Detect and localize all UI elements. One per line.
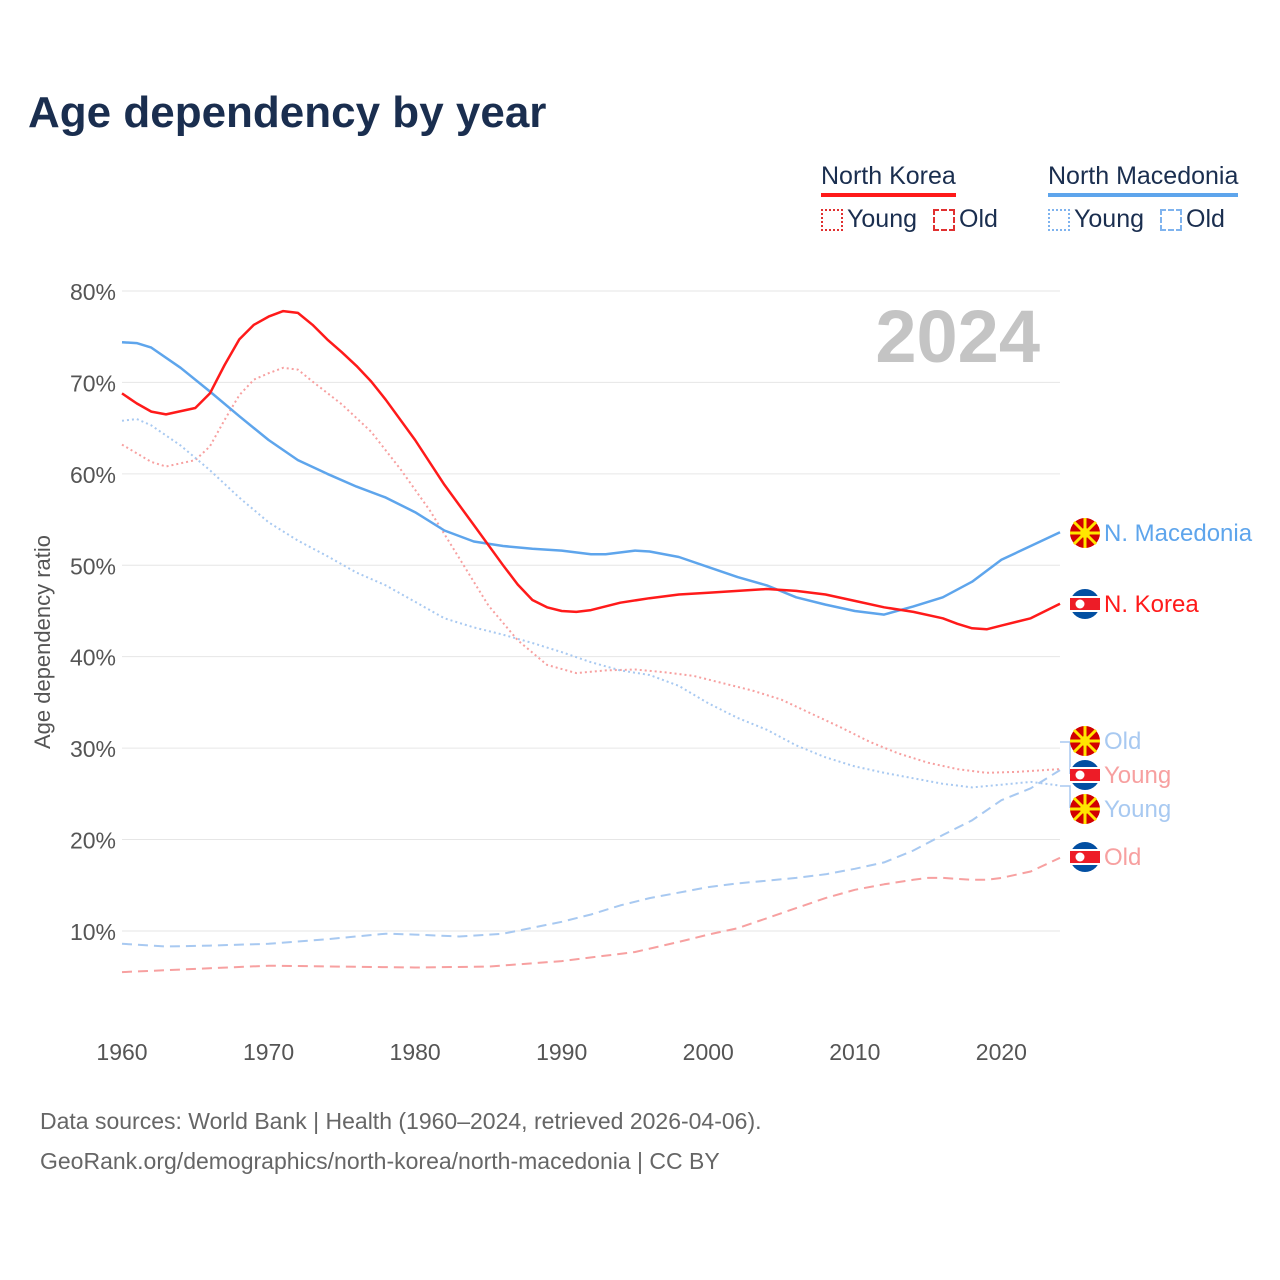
series-line-nm-young xyxy=(121,418,1061,789)
end-label-nm-young: Young xyxy=(1104,796,1171,823)
flag-north-macedonia-icon xyxy=(1070,518,1100,548)
source-url: GeoRank.org/demographics/north-korea/nor… xyxy=(40,1148,720,1174)
y-tick-label: 20% xyxy=(70,828,116,854)
y-tick-label: 30% xyxy=(70,736,116,762)
x-tick-label: 2000 xyxy=(683,1039,734,1065)
y-tick-label: 40% xyxy=(70,645,116,671)
y-tick-label: 10% xyxy=(70,919,116,945)
dotted-swatch-icon xyxy=(1048,208,1070,231)
flag-north-korea-icon xyxy=(1070,589,1100,619)
label-connector xyxy=(1060,741,1071,774)
flag-north-korea-icon xyxy=(1070,760,1100,790)
series-line-nm-old xyxy=(121,769,1061,948)
x-tick-label: 1990 xyxy=(536,1039,587,1065)
end-label-nm-total: N. Macedonia xyxy=(1104,520,1253,547)
legend-north-macedonia: North Macedonia Young Old xyxy=(1048,162,1239,234)
x-tick-label: 1980 xyxy=(390,1039,441,1065)
year-badge: 2024 xyxy=(875,295,1040,378)
y-axis-label: Age dependency ratio xyxy=(30,535,55,749)
source-line: Data sources: World Bank | Health (1960–… xyxy=(40,1108,762,1134)
flag-north-macedonia-icon xyxy=(1070,794,1100,824)
y-tick-label: 60% xyxy=(70,462,116,488)
flag-north-korea-icon xyxy=(1070,842,1100,872)
flag-north-macedonia-icon xyxy=(1070,726,1100,756)
legend-label: Old xyxy=(959,205,998,233)
series-line-nk-total xyxy=(121,309,1061,631)
legend-label: Young xyxy=(847,205,917,233)
dashed-swatch-icon xyxy=(1160,208,1182,231)
end-label-nk-young: Young xyxy=(1104,762,1171,789)
legend-north-korea: North Korea Young Old xyxy=(821,162,998,234)
series-line-nk-old xyxy=(121,856,1061,974)
legend-item-old: Old xyxy=(1160,205,1225,234)
series-line-nk-young xyxy=(121,366,1061,774)
end-label-nk-old: Old xyxy=(1104,844,1141,871)
dotted-swatch-icon xyxy=(821,208,843,231)
y-tick-label: 70% xyxy=(70,370,116,396)
legend-label: Old xyxy=(1186,205,1225,233)
end-label-nk-total: N. Korea xyxy=(1104,591,1199,618)
legend-item-young: Young xyxy=(1048,205,1144,234)
x-tick-label: 2020 xyxy=(976,1039,1027,1065)
chart-title: Age dependency by year xyxy=(28,88,547,137)
end-label-nm-old: Old xyxy=(1104,728,1141,755)
label-connector xyxy=(1060,785,1071,808)
y-tick-label: 50% xyxy=(70,553,116,579)
legend-item-young: Young xyxy=(821,205,917,234)
legend-label: Young xyxy=(1074,205,1144,233)
legend-country-label: North Korea xyxy=(821,162,956,197)
x-tick-label: 1970 xyxy=(243,1039,294,1065)
legend-country-label: North Macedonia xyxy=(1048,162,1239,197)
y-tick-label: 80% xyxy=(70,279,116,305)
x-tick-label: 1960 xyxy=(96,1039,147,1065)
x-tick-label: 2010 xyxy=(829,1039,880,1065)
legend-item-old: Old xyxy=(933,205,998,234)
dashed-swatch-icon xyxy=(933,208,955,231)
series-line-nm-total xyxy=(121,340,1061,616)
